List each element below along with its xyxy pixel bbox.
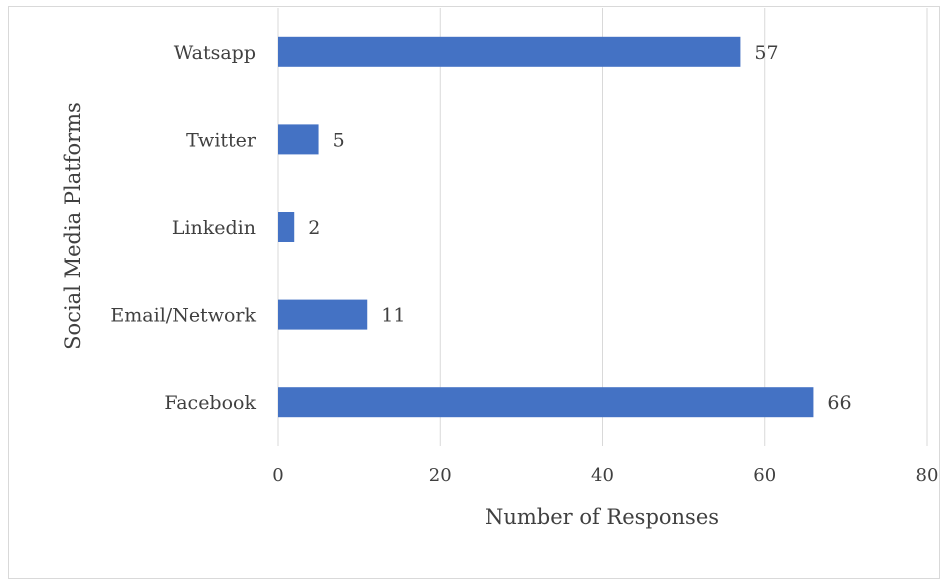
x-tick-label-0: 0 [272, 465, 283, 486]
category-label-twitter: Twitter [186, 129, 257, 151]
x-tick-labels: 0 20 40 60 80 [272, 465, 938, 486]
gridlines [277, 8, 928, 446]
bar-watsapp [278, 36, 741, 67]
data-label-facebook: 66 [827, 392, 851, 414]
x-tick-label-60: 60 [753, 465, 776, 486]
category-label-facebook: Facebook [164, 392, 256, 414]
data-label-email-network: 11 [381, 305, 405, 327]
data-label-watsapp: 57 [754, 42, 778, 64]
x-axis-title: Number of Responses [485, 505, 719, 529]
bar-facebook [278, 387, 814, 418]
bar-linkedin [278, 212, 295, 242]
x-tick-label-40: 40 [591, 465, 614, 486]
data-labels: 57 5 2 11 66 [308, 42, 851, 414]
category-label-watsapp: Watsapp [174, 42, 256, 64]
bar-twitter [278, 124, 319, 155]
bar-email-network [278, 299, 368, 330]
data-label-linkedin: 2 [308, 217, 320, 239]
chart-frame [8, 6, 940, 579]
bars [278, 36, 814, 418]
category-label-email-network: Email/Network [110, 305, 256, 327]
y-axis-title: Social Media Platforms [61, 102, 85, 350]
category-label-linkedin: Linkedin [172, 217, 256, 239]
category-labels: Watsapp Twitter Linkedin Email/Network Faceb… [110, 42, 256, 414]
data-label-twitter: 5 [333, 129, 345, 151]
x-tick-label-80: 80 [916, 465, 939, 486]
x-tick-label-20: 20 [429, 465, 452, 486]
